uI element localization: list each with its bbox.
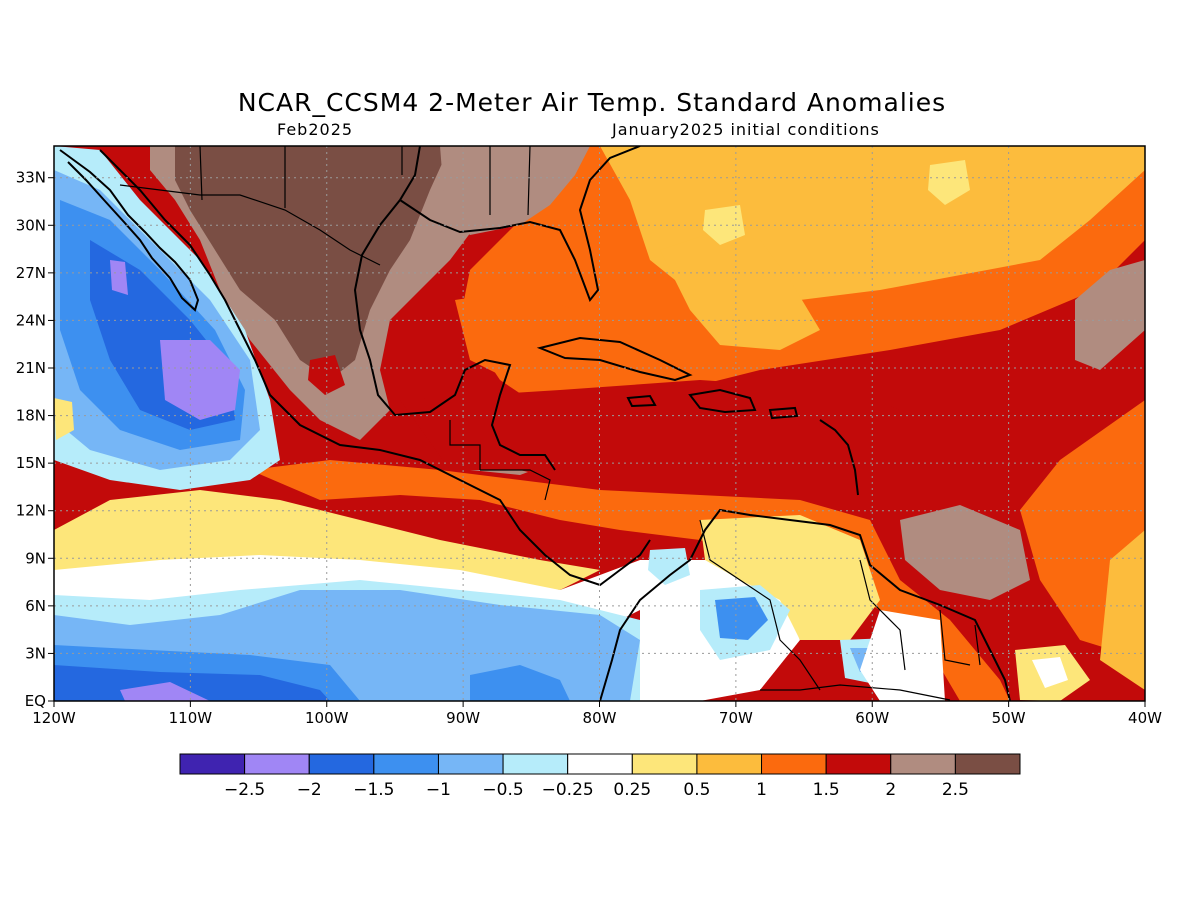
field-blue-sa <box>715 597 768 640</box>
longitude-axis: 120W 110W 100W 90W 80W 70W 60W 50W 40W <box>32 701 1162 727</box>
coastlines <box>59 146 1011 701</box>
map-grid <box>54 146 1145 701</box>
map-subtitle-right: January2025 initial conditions <box>611 120 880 139</box>
field-orange-coast <box>250 460 1010 701</box>
field-yellow-west-spot <box>54 398 74 440</box>
border-us-mexico <box>119 184 381 266</box>
lat-tick-label: 3N <box>25 644 46 662</box>
lon-tick-label: 120W <box>32 709 76 727</box>
lat-tick-label: 24N <box>16 311 46 329</box>
border-us-states <box>199 146 531 216</box>
coast-us-gulf <box>399 146 641 302</box>
colorbar-swatch <box>437 753 504 775</box>
border-brazil <box>760 684 951 701</box>
field-yellow-sa <box>700 515 880 640</box>
lat-tick-label: EQ <box>25 692 46 710</box>
border-central-am <box>480 469 551 501</box>
lat-tick-label: 30N <box>16 216 46 234</box>
country-borders <box>119 146 981 701</box>
colorbar-swatch <box>890 753 956 775</box>
coast-gulf-mexico <box>353 146 556 471</box>
colorbar-label: −2.5 <box>224 780 265 800</box>
field-yellow-east-coast <box>1100 530 1145 690</box>
colorbar-label: 1 <box>756 780 767 800</box>
lat-tick-label: 18N <box>16 407 46 425</box>
colorbar-swatch <box>567 753 633 775</box>
field-purple-equatorial <box>120 682 210 701</box>
map-title: NCAR_CCSM4 2-Meter Air Temp. Standard An… <box>238 88 946 117</box>
coast-baja <box>59 149 200 312</box>
colorbar-swatch <box>308 753 375 775</box>
border-colombia-venezuela <box>699 519 821 691</box>
colorbar-label: −2 <box>297 780 322 800</box>
field-brown-far-east <box>1075 260 1145 370</box>
colorbar-swatch <box>696 753 763 775</box>
border-guatemala <box>449 420 481 470</box>
lon-tick-label: 90W <box>446 709 480 727</box>
colorbar-swatch <box>825 753 892 775</box>
field-brown-florida <box>440 146 590 235</box>
colorbar-label: 0.5 <box>683 780 710 800</box>
field-white-east-spot <box>1032 657 1068 688</box>
field-darkbrown-mexico <box>175 146 450 380</box>
field-purple-pacific <box>160 340 240 420</box>
coast-lesser-antilles <box>819 419 859 496</box>
field-lightblue-colombia <box>648 548 690 585</box>
colorbar-label: −0.25 <box>542 780 594 800</box>
colorbar-label: −1 <box>426 780 451 800</box>
lat-tick-label: 27N <box>16 264 46 282</box>
field-yellow-equatorial <box>54 490 600 590</box>
colorbar-label: 0.25 <box>613 780 651 800</box>
lon-tick-label: 100W <box>305 709 349 727</box>
lon-tick-label: 80W <box>583 709 617 727</box>
colorbar-label: 2 <box>885 780 896 800</box>
colorbar: −2.5 −2 −1.5 −1 −0.5 −0.25 0.25 0.5 1 1.5 2 2.5 <box>179 753 1021 800</box>
field-yellow-pale-atlantic <box>928 160 970 205</box>
coast-puerto-rico <box>768 406 799 420</box>
lat-tick-label: 21N <box>16 359 46 377</box>
field-blue-gulf-panama <box>470 665 570 701</box>
colorbar-swatch <box>631 753 698 775</box>
lon-tick-label: 50W <box>992 709 1026 727</box>
latitude-axis: EQ 3N 6N 9N 12N 15N 18N 21N 24N 27N 30N 33N <box>16 169 54 710</box>
colorbar-label: 1.5 <box>813 780 840 800</box>
coast-jamaica <box>626 394 657 408</box>
field-orange-gulf-shelf <box>455 290 575 380</box>
colorbar-swatch <box>244 753 310 775</box>
colorbar-label: 2.5 <box>942 780 969 800</box>
border-guianas <box>939 609 981 666</box>
lon-tick-label: 40W <box>1128 709 1162 727</box>
coast-south-america <box>599 508 1011 701</box>
lat-tick-label: 15N <box>16 454 46 472</box>
map-panel <box>54 146 1145 701</box>
colorbar-label: −1.5 <box>353 780 394 800</box>
border-venezuela-guyana <box>859 559 906 671</box>
lat-tick-label: 9N <box>25 549 46 567</box>
colorbar-swatch <box>502 753 569 775</box>
map-subtitle-left: Feb2025 <box>277 120 353 139</box>
colorbar-swatch <box>761 753 827 775</box>
field-brown-guiana <box>900 505 1030 600</box>
colorbar-label: −0.5 <box>482 780 523 800</box>
coast-mexico-pacific <box>99 149 651 587</box>
lon-tick-label: 70W <box>719 709 753 727</box>
lat-tick-label: 33N <box>16 169 46 187</box>
colorbar-swatch <box>179 753 246 775</box>
lon-tick-label: 60W <box>855 709 889 727</box>
field-yellow-pale-atlantic-2 <box>703 205 745 245</box>
colorbar-swatch <box>373 753 439 775</box>
colorbar-swatch <box>954 753 1021 775</box>
lat-tick-label: 12N <box>16 502 46 520</box>
lat-tick-label: 6N <box>25 597 46 615</box>
lon-tick-label: 110W <box>169 709 213 727</box>
coast-hispaniola <box>688 388 757 414</box>
field-white-sa-south <box>860 610 945 701</box>
field-purple-pacific-2 <box>110 260 128 295</box>
